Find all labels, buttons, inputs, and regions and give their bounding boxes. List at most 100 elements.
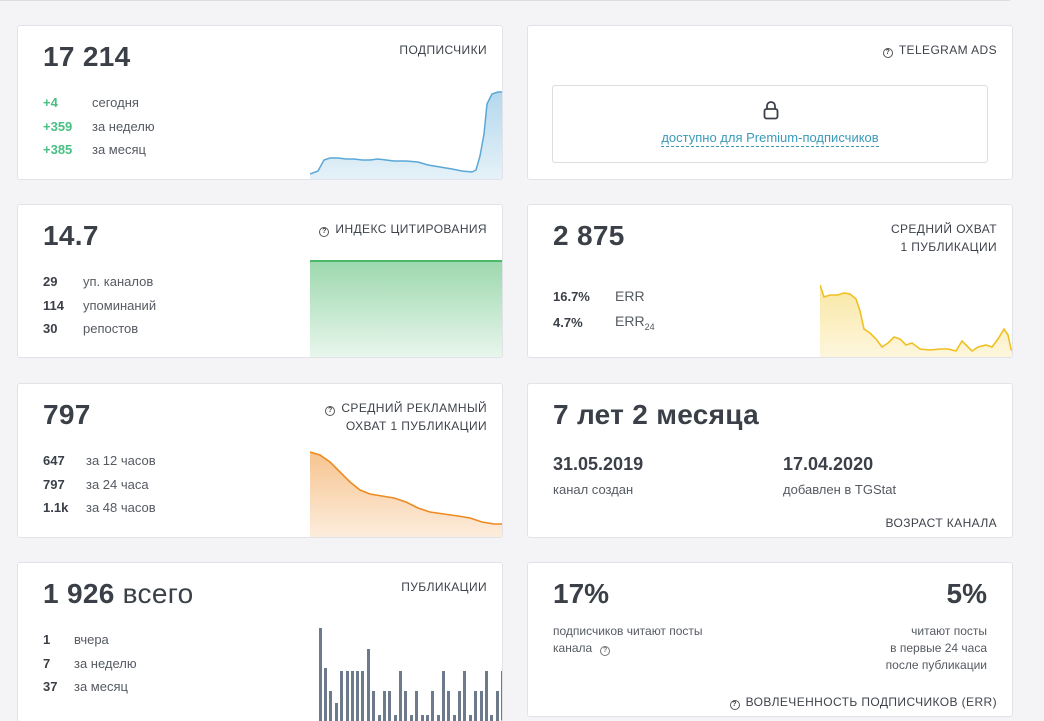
ad-reach-card[interactable]: 797 ? СРЕДНИЙ РЕКЛАМНЫЙ ОХВАТ 1 ПУБЛИКАЦИ… <box>17 383 503 538</box>
stat-row: +4 сегодня <box>43 91 155 115</box>
publication-bar <box>442 671 445 721</box>
publication-bar <box>388 691 391 721</box>
question-circle-icon[interactable]: ? <box>882 48 893 58</box>
ad-reach-caption: ? СРЕДНИЙ РЕКЛАМНЫЙ ОХВАТ 1 ПУБЛИКАЦИИ <box>325 399 487 435</box>
publication-bar <box>367 649 370 721</box>
engagement-right-text: читают посты в первые 24 часа после публ… <box>886 623 987 674</box>
publication-bar <box>394 715 397 721</box>
stat-label: за неделю <box>92 118 155 134</box>
stat-value: 114 <box>43 297 64 313</box>
question-circle-icon[interactable]: ? <box>325 406 336 416</box>
publication-bar <box>346 671 349 721</box>
publication-bar <box>474 691 477 721</box>
stat-row: 797 за 24 часа <box>43 473 156 497</box>
publication-bar <box>378 715 381 721</box>
publication-bar <box>501 671 502 721</box>
engagement-left-line: подписчиков читают посты <box>553 624 703 638</box>
stat-value: 647 <box>43 453 65 469</box>
subscribers-sparkline <box>310 91 502 179</box>
publication-bar <box>361 671 364 721</box>
stat-label: упоминаний <box>83 297 157 313</box>
engagement-card[interactable]: 17% подписчиков читают посты канала? 5% … <box>527 562 1013 717</box>
err24-label: ERR <box>615 312 645 329</box>
stat-row: 37 за месяц <box>43 675 137 699</box>
ads-caption: ? TELEGRAM ADS <box>882 41 997 59</box>
created-date: 31.05.2019 <box>553 454 644 474</box>
stat-row: 4.7% ERR24 <box>553 309 655 335</box>
ad-reach-caption-line: ОХВАТ 1 ПУБЛИКАЦИИ <box>345 419 487 433</box>
publication-bar <box>426 715 429 721</box>
question-circle-icon[interactable]: ? <box>600 646 611 656</box>
publication-bar <box>351 671 354 721</box>
publications-total: 1 926 всего <box>43 578 193 610</box>
reach-caption-line: СРЕДНИЙ ОХВАТ <box>890 222 997 236</box>
subscribers-card[interactable]: 17 214 ПОДПИСЧИКИ +4 сегодня +359 за недел… <box>17 25 503 180</box>
stat-value: 797 <box>43 476 65 492</box>
publications-caption: ПУБЛИКАЦИИ <box>401 580 487 594</box>
stat-row: +385 за месяц <box>43 138 155 162</box>
engagement-right-line: после публикации <box>885 658 987 672</box>
ad-reach-sparkline <box>310 451 502 537</box>
err24-subscript: 24 <box>644 321 655 332</box>
reach-stats: 16.7% ERR 4.7% ERR24 <box>553 283 655 335</box>
publication-bar <box>463 671 466 721</box>
stat-label: за неделю <box>74 655 137 671</box>
stat-value: 1.1k <box>43 500 69 516</box>
stat-label: репостов <box>83 321 139 337</box>
publications-suffix: всего <box>122 578 194 609</box>
publications-stats: 1 вчера 7 за неделю 37 за месяц <box>43 628 137 699</box>
stat-label: за 12 часов <box>86 453 156 469</box>
stat-row: 114 упоминаний <box>43 294 156 318</box>
publication-bar <box>319 628 322 721</box>
publication-bar <box>480 691 483 721</box>
premium-link[interactable]: доступно для Premium-подписчиков <box>661 130 879 147</box>
stat-row: 647 за 12 часов <box>43 449 156 473</box>
stat-value: +385 <box>43 142 73 158</box>
publication-bar <box>372 691 375 721</box>
stat-label: уп. каналов <box>83 274 154 290</box>
publication-bar <box>410 715 413 721</box>
ad-reach-caption-line: СРЕДНИЙ РЕКЛАМНЫЙ <box>341 401 487 415</box>
publication-bar <box>324 668 327 721</box>
citation-index-value: 14.7 <box>43 220 99 251</box>
publication-bar <box>399 671 402 721</box>
publications-card[interactable]: 1 926 всего ПУБЛИКАЦИИ 1 вчера 7 за неделю… <box>17 562 503 721</box>
engagement-caption: ? ВОВЛЕЧЕННОСТЬ ПОДПИСЧИКОВ (ERR) <box>729 693 997 711</box>
engagement-left-line: канала <box>553 641 593 655</box>
publication-bar <box>421 715 424 721</box>
added-date: 17.04.2020 <box>783 454 874 474</box>
ad-reach-stats: 647 за 12 часов 797 за 24 часа 1.1k за 48 ч… <box>43 449 156 520</box>
publication-bar <box>329 691 332 721</box>
engagement-right-line: в первые 24 часа <box>890 641 987 655</box>
err-value: 16.7% <box>553 288 590 304</box>
citation-caption-text: ИНДЕКС ЦИТИРОВАНИЯ <box>335 222 487 236</box>
stat-row: 1.1k за 48 часов <box>43 496 156 520</box>
publication-bar <box>453 715 456 721</box>
average-reach-card[interactable]: 2 875 СРЕДНИЙ ОХВАТ 1 ПУБЛИКАЦИИ 16.7% ER… <box>527 204 1013 358</box>
stat-label: за месяц <box>74 679 128 695</box>
premium-lock-box[interactable]: доступно для Premium-подписчиков <box>552 85 988 163</box>
question-circle-icon[interactable]: ? <box>319 227 330 237</box>
citation-sparkline <box>310 260 502 357</box>
question-circle-icon[interactable]: ? <box>729 700 740 710</box>
channel-age-value: 7 лет 2 месяца <box>553 399 759 430</box>
stat-value: 7 <box>43 655 51 671</box>
engagement-right-line: читают посты <box>911 624 987 638</box>
average-reach-value: 2 875 <box>553 220 625 251</box>
channel-age-card[interactable]: 7 лет 2 месяца 31.05.2019 канал создан 1… <box>527 383 1013 538</box>
stat-value: +4 <box>43 95 58 111</box>
publications-count: 1 926 <box>43 578 115 609</box>
citation-card[interactable]: 14.7 ? ИНДЕКС ЦИТИРОВАНИЯ 29 уп. каналов 1… <box>17 204 503 358</box>
stat-value: +359 <box>43 118 73 134</box>
engagement-right-value: 5% <box>946 578 987 609</box>
err-label: ERR <box>615 288 645 304</box>
subscribers-stats: +4 сегодня +359 за неделю +385 за месяц <box>43 91 155 162</box>
telegram-ads-card[interactable]: ? TELEGRAM ADS доступно для Premium-подпи… <box>527 25 1013 180</box>
reach-caption: СРЕДНИЙ ОХВАТ 1 ПУБЛИКАЦИИ <box>891 220 997 256</box>
ads-caption-text: TELEGRAM ADS <box>898 43 997 57</box>
stat-value: 1 <box>43 632 51 648</box>
stat-label: сегодня <box>92 95 139 111</box>
subscribers-count: 17 214 <box>43 41 131 72</box>
publication-bar <box>340 671 343 721</box>
added-label: добавлен в TGStat <box>783 482 897 497</box>
